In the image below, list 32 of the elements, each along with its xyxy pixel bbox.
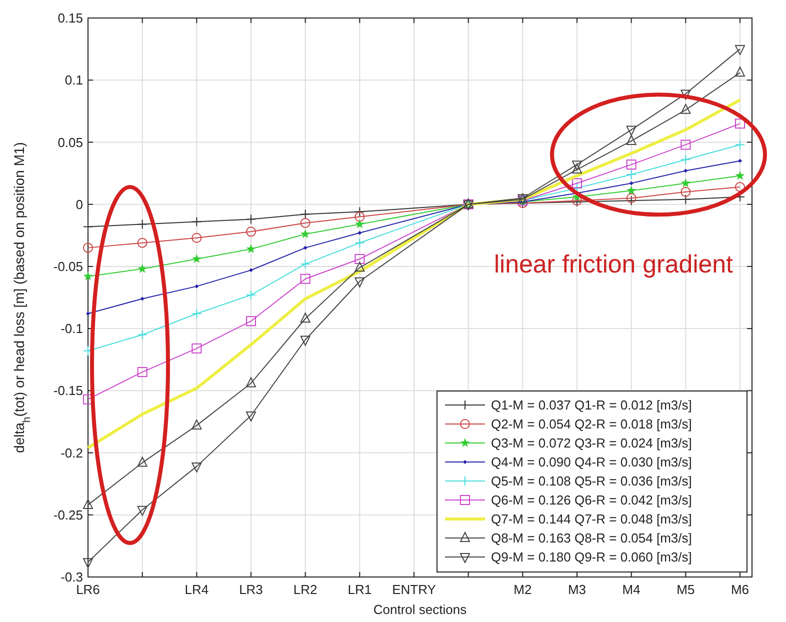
legend-label: Q1-M = 0.037 Q1-R = 0.012 [m3/s]	[491, 398, 692, 413]
x-axis-title: Control sections	[373, 602, 468, 617]
x-tick-label: LR4	[184, 582, 209, 597]
legend-label: Q5-M = 0.108 Q5-R = 0.036 [m3/s]	[491, 474, 692, 489]
y-tick-label: -0.25	[53, 507, 83, 522]
y-tick-label: -0.05	[53, 258, 83, 274]
y-tick-label: 0	[76, 196, 83, 212]
x-tick-label: LR6	[76, 582, 100, 597]
x-tick-label: LR1	[348, 582, 372, 597]
y-tick-label: 0.15	[58, 10, 83, 26]
legend-label: Q3-M = 0.072 Q3-R = 0.024 [m3/s]	[491, 436, 692, 451]
x-tick-label: M5	[676, 582, 695, 597]
legend-label: Q7-M = 0.144 Q7-R = 0.048 [m3/s]	[491, 512, 692, 527]
x-tick-label: M2	[514, 582, 532, 597]
legend-label: Q4-M = 0.090 Q4-R = 0.030 [m3/s]	[491, 454, 692, 470]
y-tick-label: -0.3	[60, 570, 83, 585]
x-tick-label: LR3	[239, 582, 263, 597]
y-tick-label: -0.2	[60, 445, 83, 460]
legend-label: Q9-M = 0.180 Q9-R = 0.060 [m3/s]	[491, 550, 692, 565]
x-tick-label: ENTRY	[392, 582, 436, 597]
y-tick-label: -0.15	[53, 383, 83, 398]
legend-label: Q2-M = 0.054 Q2-R = 0.018 [m3/s]	[491, 416, 692, 432]
x-tick-label: LR2	[293, 582, 318, 597]
annotation: linear friction gradient	[494, 250, 734, 279]
x-tick-label: M3	[568, 582, 586, 597]
y-tick-label: -0.1	[60, 321, 83, 336]
x-tick-label: M4	[622, 582, 640, 597]
y-tick-label: 0.1	[64, 72, 83, 88]
legend-label: Q6-M = 0.126 Q6-R = 0.042 [m3/s]	[491, 492, 692, 508]
x-tick-label: M6	[730, 582, 750, 597]
y-tick-label: 0.05	[58, 134, 83, 150]
legend-label: Q8-M = 0.163 Q8-R = 0.054 [m3/s]	[491, 530, 692, 546]
